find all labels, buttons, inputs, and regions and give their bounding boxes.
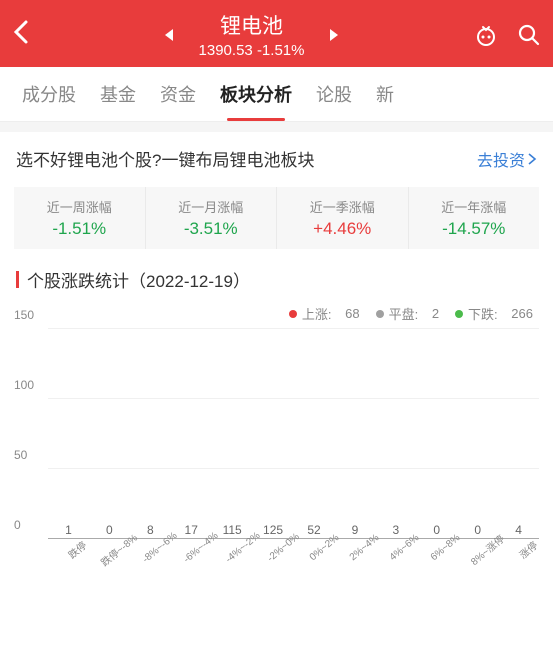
y-tick: 0 [14,518,21,532]
promo-text: 选不好锂电池个股?一键布局锂电池板块 [16,146,314,171]
bar-value-label: 0 [474,523,481,537]
dot-up-icon [289,310,297,318]
bar-value-label: 0 [433,523,440,537]
y-axis: 050100150 [14,329,44,539]
title-block: 锂电池 1390.53 -1.51% [199,10,305,59]
period-value: -1.51% [18,219,141,239]
bar-value-label: 1 [65,523,72,537]
period-item: 近一月涨幅 -3.51% [145,187,277,249]
bar-value-label: 0 [106,523,113,537]
period-item: 近一周涨幅 -1.51% [14,187,145,249]
tab-item[interactable]: 板块分析 [208,67,304,121]
legend-flat: 平盘: 2 [376,304,439,323]
promo-link[interactable]: 去投资 [477,147,537,171]
period-item: 近一季涨幅 +4.46% [276,187,408,249]
period-label: 近一月涨幅 [150,197,273,216]
y-tick: 100 [14,378,34,392]
chevron-right-icon [527,153,537,165]
tab-item[interactable]: 成分股 [10,67,88,121]
robot-icon[interactable] [473,23,499,47]
period-stats: 近一周涨幅 -1.51% 近一月涨幅 -3.51% 近一季涨幅 +4.46% 近一年涨幅 -1… [14,187,539,249]
bar-value-label: 17 [185,523,198,537]
tab-item[interactable]: 基金 [88,67,148,121]
chart-legend: 上涨: 68 平盘: 2 下跌: 266 [0,300,553,329]
tab-item[interactable]: 资金 [148,67,208,121]
bar-chart: 050100150 108171151255293004 跌停跌停~-8%-8%… [14,329,543,579]
dot-down-icon [455,310,463,318]
bar-value-label: 8 [147,523,154,537]
promo-row: 选不好锂电池个股?一键布局锂电池板块 去投资 [0,132,553,181]
period-label: 近一季涨幅 [281,197,404,216]
app-header: 锂电池 1390.53 -1.51% [0,0,553,67]
x-axis: 跌停跌停~-8%-8%~-6%-6%~-4%-4%~-2%-2%~0%0%~2%… [48,539,539,579]
stock-title: 锂电池 [199,10,305,40]
bar-value-label: 4 [515,523,522,537]
y-tick: 50 [14,448,27,462]
period-label: 近一年涨幅 [413,197,536,216]
legend-down: 下跌: 266 [455,304,533,323]
bar-value-label: 52 [307,523,320,537]
period-item: 近一年涨幅 -14.57% [408,187,540,249]
tab-item[interactable]: 论股 [304,67,364,121]
prev-icon[interactable] [163,27,175,43]
divider-gap [0,122,553,132]
section-title: 个股涨跌统计（2022-12-19） [0,263,553,300]
back-icon[interactable] [12,19,30,45]
search-icon[interactable] [517,23,541,47]
bar-value-label: 9 [352,523,359,537]
tab-bar: 成分股基金资金板块分析论股新 [0,67,553,122]
y-tick: 150 [14,308,34,322]
period-value: +4.46% [281,219,404,239]
period-value: -14.57% [413,219,536,239]
period-value: -3.51% [150,219,273,239]
bar-value-label: 3 [392,523,399,537]
plot-area: 108171151255293004 [48,329,539,539]
legend-up: 上涨: 68 [289,304,360,323]
next-icon[interactable] [328,27,340,43]
period-label: 近一周涨幅 [18,197,141,216]
dot-flat-icon [376,310,384,318]
tab-item[interactable]: 新 [364,67,406,121]
stock-subtitle: 1390.53 -1.51% [199,42,305,59]
